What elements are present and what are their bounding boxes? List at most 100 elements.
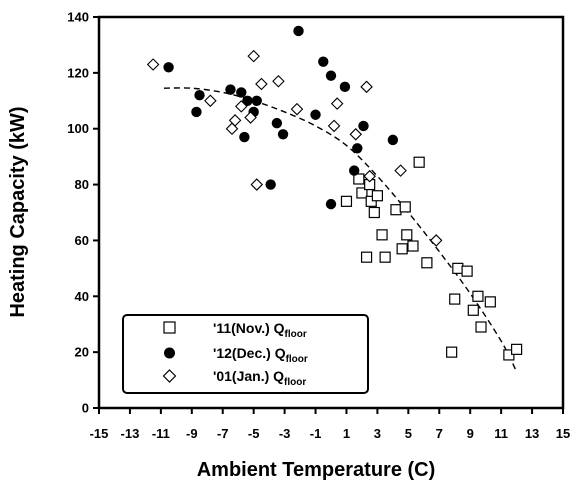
point-dec [349,165,360,176]
point-jan [429,234,443,247]
x-tick-label: 13 [525,426,539,441]
point-jan [244,111,257,124]
x-tick-label: -5 [248,426,260,441]
point-nov [475,321,487,333]
point-dec [339,81,351,93]
point-nov [340,195,353,207]
legend-box [122,314,369,394]
x-axis-ticks: -15 -13 -11 -9 -7 -5 -3 -1 1 3 5 7 9 11 13 15 [90,408,570,441]
point-jan [228,114,242,127]
point-dec [191,106,202,118]
point-nov [452,262,464,274]
legend-label-nov: '11(Nov.) Qfloor [213,320,307,340]
legend-label-jan: '01(Jan.) Qfloor [213,368,306,388]
point-dec [239,131,250,143]
point-dec [310,109,321,120]
x-tick-label: 3 [374,426,381,441]
x-tick-label: -15 [90,426,109,441]
point-jan [327,119,341,133]
point-nov [376,229,388,241]
trendline [163,87,518,373]
point-jan [235,100,248,113]
point-nov [379,251,391,263]
point-nov [467,304,479,316]
y-axis-ticks: 0 20 40 60 80 100 120 140 [67,10,99,416]
point-jan [330,97,344,110]
point-nov [449,293,461,305]
point-nov [511,343,523,355]
point-dec [236,87,247,98]
legend-name-nov: '11(Nov.) Q [213,320,285,336]
point-dec [251,95,262,106]
x-tick-label: -11 [152,426,170,441]
x-tick-label: -1 [310,426,322,441]
point-nov [356,187,368,199]
point-dec [387,134,399,146]
point-nov [407,240,419,252]
point-nov [484,296,496,308]
y-tick-label: 40 [75,289,89,304]
point-nov [399,201,411,213]
point-nov [461,265,473,277]
trendline-group [163,87,518,373]
x-tick-label: 9 [467,426,474,441]
y-tick-label: 0 [82,401,89,416]
x-tick-label: 15 [556,426,570,441]
point-nov [360,251,373,263]
point-dec [163,62,174,73]
plot-frame [97,15,565,410]
point-dec [194,90,205,101]
point-jan [349,128,363,141]
point-dec [325,198,337,210]
legend-sub-jan: floor [284,377,306,388]
point-nov [396,243,408,255]
legend: '11(Nov.) Qfloor '12(Dec.) Qfloor '01(Ja… [122,314,369,394]
point-jan [290,102,304,116]
legend-marker-nov [163,321,176,334]
point-jan [204,94,217,108]
x-tick-label: -7 [217,426,229,441]
plot-border [97,15,565,410]
point-dec [265,179,276,190]
y-axis-label: Heating Capacity (kW) [7,106,29,317]
data-points [146,25,523,361]
x-tick-label: -13 [121,426,140,441]
x-tick-label: 7 [436,426,443,441]
legend-label-dec: '12(Dec.) Qfloor [213,345,308,365]
legend-sub-nov: floor [285,329,307,340]
y-tick-label: 140 [67,10,89,25]
point-dec [352,143,363,154]
x-tick-label: -9 [186,426,198,441]
x-tick-label: 11 [494,426,508,441]
point-nov [371,190,383,202]
point-dec [242,95,253,106]
point-jan [146,58,160,71]
point-jan [272,74,285,88]
point-nov [390,204,402,216]
legend-marker-jan [162,369,177,383]
x-tick-label: -3 [279,426,291,441]
legend-name-dec: '12(Dec.) Q [213,345,286,361]
legend-name-jan: '01(Jan.) Q [213,368,284,384]
point-nov [413,156,425,168]
y-tick-label: 20 [75,345,89,360]
point-nov [353,173,365,185]
point-nov [472,290,484,302]
point-jan [363,169,376,183]
point-dec [325,70,337,81]
y-tick-label: 60 [75,233,89,248]
point-nov [368,206,380,219]
x-axis-label: Ambient Temperature (C) [197,459,436,481]
point-jan [255,77,268,91]
x-tick-label: 1 [343,426,350,441]
point-dec [271,117,283,129]
legend-sub-dec: floor [286,354,308,365]
point-nov [401,229,413,241]
x-tick-label: 5 [405,426,412,441]
legend-marker-dec [164,347,175,359]
y-tick-label: 100 [67,121,89,136]
point-jan [360,80,373,94]
point-jan [247,49,260,63]
point-jan [394,164,407,177]
